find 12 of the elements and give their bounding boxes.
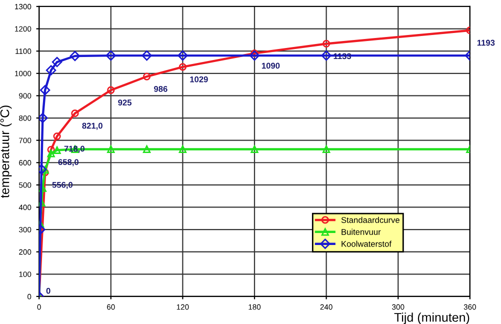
data-label: 986 — [154, 86, 168, 92]
legend-label: Standaardcurve — [341, 216, 400, 223]
data-label: 821,0 — [82, 122, 102, 130]
legend-label: Buitenvuur — [342, 228, 381, 235]
data-label: 925 — [118, 100, 132, 106]
legend-label: Koolwaterstof — [342, 240, 392, 247]
data-label: 0 — [46, 288, 50, 294]
data-label: 1193 — [477, 40, 495, 46]
x-axis-title: Tijd (minuten) — [394, 312, 470, 324]
data-label: 1029 — [190, 76, 208, 82]
y-axis-title: temperatuur (°C) — [0, 106, 12, 198]
data-label: 1090 — [262, 62, 280, 69]
